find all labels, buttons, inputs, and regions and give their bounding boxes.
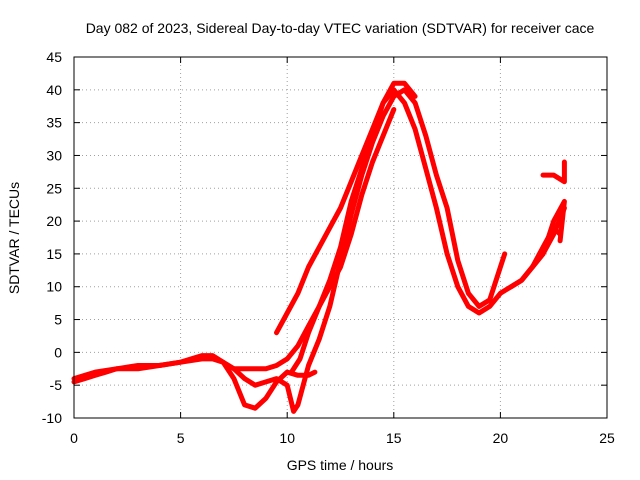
y-tick-label: 20 bbox=[46, 213, 62, 229]
y-tick-label: 35 bbox=[46, 115, 62, 131]
grid bbox=[74, 57, 607, 418]
y-tick-label: 15 bbox=[46, 246, 62, 262]
y-tick-label: 5 bbox=[54, 312, 62, 328]
series-line-track-g bbox=[529, 198, 567, 270]
y-tick-label: 40 bbox=[46, 82, 62, 98]
y-tick-label: 25 bbox=[46, 180, 62, 196]
plot-frame bbox=[73, 56, 608, 419]
series-line-track-d bbox=[274, 80, 418, 336]
x-tick-label: 20 bbox=[493, 430, 509, 446]
series-line-track-c bbox=[231, 87, 508, 414]
y-tick-label: 30 bbox=[46, 147, 62, 163]
y-tick-label: -5 bbox=[50, 377, 63, 393]
y-tick-label: 0 bbox=[54, 344, 62, 360]
y-axis-label: SDTVAR / TECUs bbox=[6, 182, 22, 294]
x-tick-label: 15 bbox=[386, 430, 402, 446]
series-line-track-b bbox=[71, 353, 318, 411]
y-tick-label: 10 bbox=[46, 279, 62, 295]
series-group bbox=[71, 80, 567, 414]
x-tick-label: 0 bbox=[70, 430, 78, 446]
x-tick-label: 10 bbox=[279, 430, 295, 446]
y-tick-label: -10 bbox=[42, 410, 62, 426]
x-axis-label: GPS time / hours bbox=[287, 457, 394, 473]
series-line-track-e bbox=[289, 107, 397, 375]
series-line-track-h bbox=[540, 159, 567, 185]
y-tick-label: 45 bbox=[46, 49, 62, 65]
x-tick-label: 5 bbox=[177, 430, 185, 446]
x-tick-label: 25 bbox=[599, 430, 615, 446]
axis-ticks: 0 5 10 15 20 25 -10 -5 0 5 10 15 20 25 30 35 40 45 bbox=[42, 49, 615, 446]
chart-title: Day 082 of 2023, Sidereal Day-to-day VTE… bbox=[86, 20, 595, 36]
